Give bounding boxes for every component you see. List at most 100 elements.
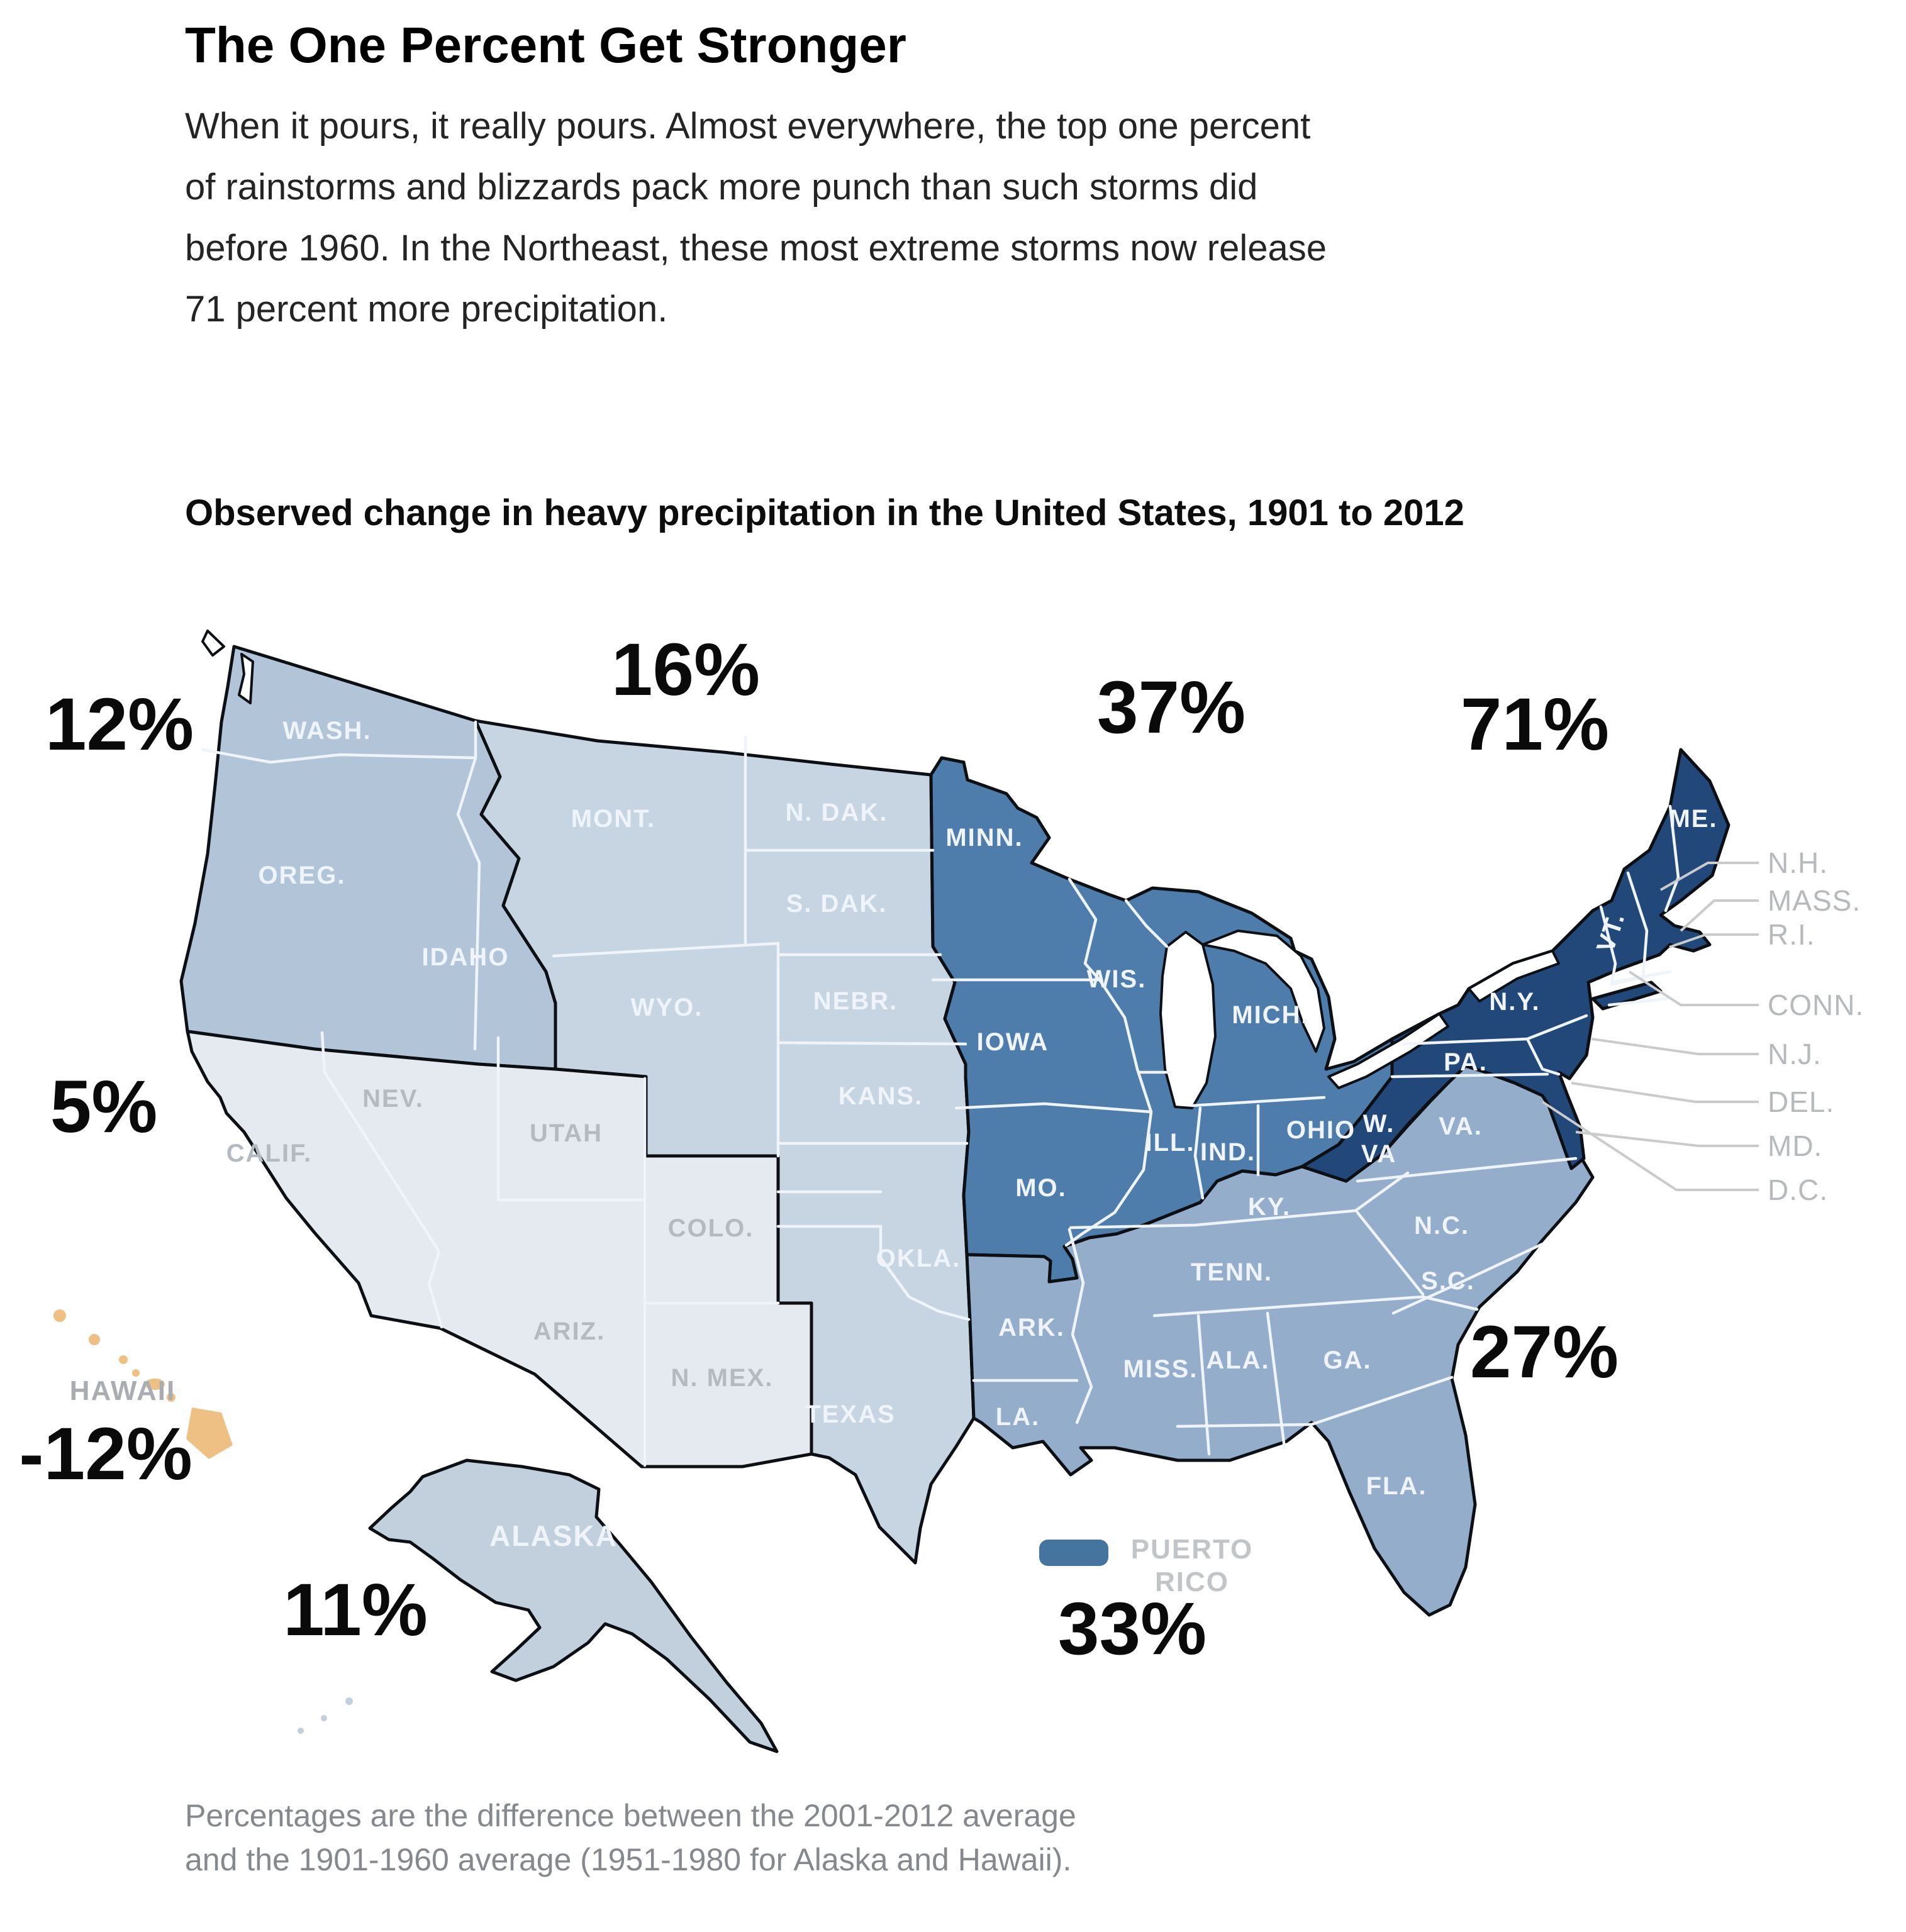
border-ny-pa [1402,1037,1529,1046]
label-wyo: WYO. [631,994,703,1021]
leader-nh [1660,862,1759,891]
pct-midwest: 37% [1097,666,1246,749]
border-ny-vt [1599,905,1617,986]
label-iowa: IOWA [977,1028,1049,1056]
lake-ontario [1468,950,1560,1002]
border-ny-nj [1525,1014,1588,1041]
label-va: VA. [1439,1113,1483,1140]
border-tn-nc [1356,1211,1425,1296]
label-pa: PA. [1444,1048,1488,1076]
border-pa-md [1390,1072,1549,1079]
footnote-line-1: Percentages are the difference between t… [185,1798,1076,1833]
label-oreg: OREG. [259,862,346,889]
label-nc: N.C. [1414,1212,1469,1240]
label-okla: OKLA. [876,1245,961,1272]
label-sdak: S. DAK. [786,890,888,918]
lake-huron [1201,930,1325,1053]
state-borders-northeast [1390,804,1680,1079]
border-nh-me [1664,804,1680,913]
label-ga: GA. [1323,1346,1371,1374]
border-va-nc [1356,1157,1578,1183]
leader-nj [1591,1038,1759,1055]
label-ndak: N. DAK. [786,799,888,826]
callout-mass: MASS. [1768,884,1861,917]
pct-northwest: 12% [45,683,194,766]
label-mich: MICH. [1232,1001,1309,1029]
intro-paragraph: When it pours, it really pours. Almost e… [185,96,1327,340]
pct-hawaii: -12% [19,1413,192,1496]
label-kans: KANS. [839,1082,923,1110]
label-ohio: OHIO [1286,1116,1356,1144]
pct-southeast: 27% [1470,1311,1619,1394]
label-hawaii: HAWAII [70,1375,176,1406]
leader-conn [1628,970,1759,1006]
label-mont: MONT. [571,805,655,833]
callout-leaders [1541,862,1759,1191]
label-ala: ALA. [1206,1346,1269,1374]
lake-michigan [1159,931,1217,1109]
callout-dc: D.C. [1768,1174,1828,1206]
border-mi-in-oh [1190,1096,1326,1108]
intro-line-2: of rainstorms and blizzards pack more pu… [185,167,1258,208]
leader-ri [1669,933,1759,948]
leader-mass [1680,899,1759,932]
intro-line-4: 71 percent more precipitation. [185,289,668,330]
lake-erie [1327,1013,1449,1089]
state-borders-plains [552,735,971,1321]
region-southwest [186,1030,813,1468]
label-ark: ARK. [998,1314,1065,1341]
leader-md [1575,1131,1759,1147]
label-nebr: NEBR. [813,987,898,1015]
callout-nh: N.H. [1768,847,1828,879]
intro-line-3: before 1960. In the Northeast, these mos… [185,228,1327,269]
label-ky: KY. [1248,1193,1291,1221]
page-title: The One Percent Get Stronger [185,17,906,73]
callout-conn: CONN. [1768,989,1864,1021]
state-borders-southeast [972,1157,1578,1456]
state-labels: WASH. OREG. IDAHO MONT. N. DAK. S. DAK. … [226,717,1717,1500]
border-ky-va [1354,1171,1410,1213]
label-wash: WASH. [282,717,371,745]
intro-line-1: When it pours, it really pours. Almost e… [185,106,1311,147]
region-southeast [965,1064,1595,1617]
leader-del [1571,1082,1759,1103]
label-ariz: ARIZ. [533,1318,605,1345]
label-utah: UTAH [530,1119,603,1147]
border-ky-tn [1069,1209,1357,1230]
callout-del: DEL. [1768,1085,1834,1118]
pct-northeast: 71% [1461,683,1609,766]
border-wa-or [201,748,477,764]
border-mn-wi [1067,877,1101,982]
border-ca-nv [320,1031,441,1253]
label-puerto-rico-2: RICO [1155,1567,1229,1597]
border-fl-ga [1176,1375,1454,1428]
border-mississippi-upper [1064,978,1153,1247]
border-il-in [1193,1106,1205,1200]
border-wi-mi [1124,899,1169,948]
border-ms-al [1196,1314,1211,1456]
label-idaho: IDAHO [422,943,510,971]
border-or-id [456,756,481,1051]
vancouver-island [201,630,225,657]
pct-puerto-rico: 33% [1058,1587,1207,1670]
border-ne-ks [776,1041,967,1046]
label-sc: S.C. [1421,1267,1475,1295]
label-puerto-rico-1: PUERTO [1131,1534,1254,1565]
label-tenn: TENN. [1191,1258,1273,1286]
leader-dc [1541,1101,1759,1191]
region-percent-labels: 12% 16% 37% 71% 5% 27% 11% -12% 33% [19,628,1619,1670]
footnote: Percentages are the difference between t… [185,1794,1076,1882]
border-vt-nh [1626,871,1649,980]
label-wva-2: VA [1361,1140,1397,1168]
callout-nj: N.J. [1768,1038,1822,1070]
border-sc-ga [1421,1295,1479,1311]
label-calif: CALIF. [226,1140,312,1167]
state-borders-northwest [201,720,481,1051]
label-colo: COLO. [668,1214,754,1242]
hawaii-big-island [186,1407,233,1459]
region-northwest [179,645,557,1071]
border-tn-ms-al-ga [1152,1295,1425,1318]
border-nc-sc [1391,1242,1544,1315]
